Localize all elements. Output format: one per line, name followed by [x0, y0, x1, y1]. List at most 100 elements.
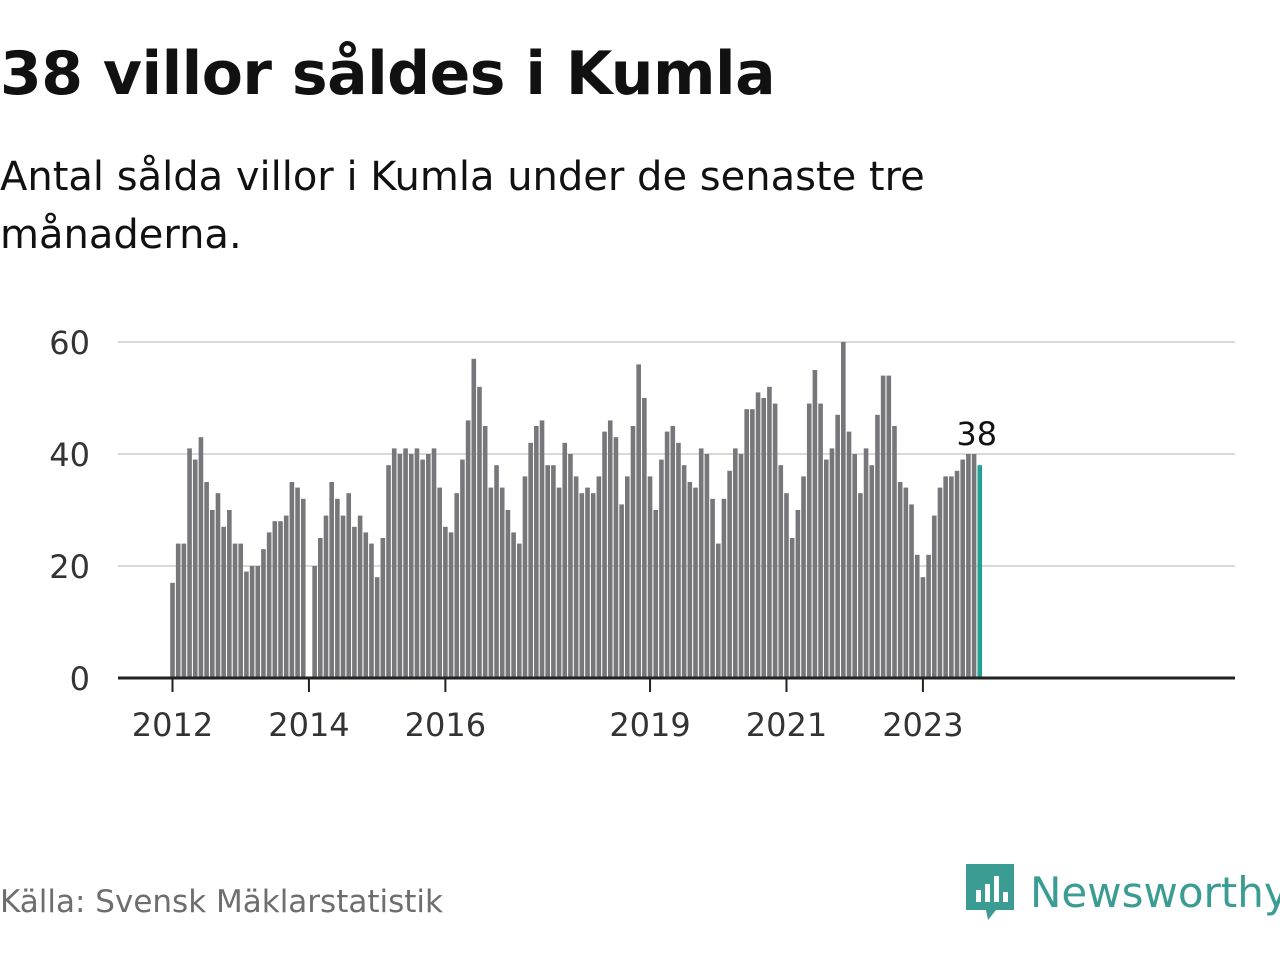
- bar: [721, 498, 727, 678]
- bar: [272, 521, 278, 678]
- bar: [374, 577, 380, 678]
- bar: [221, 526, 226, 678]
- bar: [346, 493, 352, 678]
- bar: [403, 448, 408, 678]
- bar: [278, 521, 283, 678]
- bar: [516, 543, 522, 678]
- bar: [443, 526, 448, 678]
- bar: [772, 403, 778, 678]
- bar: [397, 454, 403, 678]
- bar: [920, 577, 926, 678]
- source-note: Källa: Svensk Mäklarstatistik: [0, 884, 443, 920]
- bar: [733, 448, 738, 678]
- bar: [295, 487, 300, 678]
- bar: [943, 476, 948, 678]
- chart-subtitle: Antal sålda villor i Kumla under de sena…: [0, 154, 925, 258]
- bar: [209, 510, 215, 678]
- bar: [926, 554, 931, 678]
- y-tick-label: 20: [49, 548, 90, 586]
- bar: [835, 414, 840, 678]
- bar: [698, 448, 704, 678]
- bar: [852, 454, 857, 678]
- bar: [693, 487, 698, 678]
- bar: [704, 454, 710, 678]
- bar: [312, 566, 317, 678]
- bar: [283, 515, 289, 678]
- bar: [966, 454, 971, 678]
- bar: [659, 459, 664, 678]
- brand-logo[interactable]: Newsworthy: [964, 862, 1280, 922]
- bar: [460, 459, 465, 678]
- bar: [607, 420, 613, 678]
- bar: [198, 437, 204, 678]
- bar: [255, 566, 261, 678]
- bar: [647, 476, 653, 678]
- bar: [505, 510, 511, 678]
- bar: [238, 543, 244, 678]
- bar: [823, 459, 829, 678]
- bar: [909, 504, 914, 678]
- chart-title: 38 villor såldes i Kumla: [0, 39, 776, 109]
- bar: [369, 543, 374, 678]
- bar: [841, 342, 846, 678]
- bar: [318, 538, 323, 678]
- bar: [954, 470, 960, 678]
- bar: [886, 375, 892, 678]
- bar: [738, 454, 744, 678]
- highlight-bar: [977, 465, 983, 678]
- bar: [454, 493, 460, 678]
- bar: [482, 426, 488, 678]
- bar: [357, 515, 363, 678]
- bar: [636, 364, 641, 678]
- bar: [818, 403, 823, 678]
- highlight-data-label: 38: [956, 415, 997, 453]
- x-tick-label: 2016: [405, 706, 486, 744]
- bar: [829, 448, 835, 678]
- bar: [431, 448, 437, 678]
- bar: [408, 454, 414, 678]
- bar: [499, 487, 505, 678]
- y-tick-label: 0: [70, 660, 90, 698]
- bar: [949, 476, 954, 678]
- bar: [846, 431, 852, 678]
- bar: [602, 431, 607, 678]
- bar: [244, 571, 249, 678]
- bar: [744, 409, 749, 678]
- bar: [420, 459, 425, 678]
- bar: [761, 398, 767, 678]
- bar: [471, 358, 477, 678]
- bar: [903, 487, 909, 678]
- bar: [676, 442, 681, 678]
- bar: [789, 538, 795, 678]
- bar: [573, 476, 579, 678]
- bar: [335, 498, 340, 678]
- bar: [363, 532, 369, 678]
- x-tick-label: 2019: [609, 706, 690, 744]
- bar: [249, 566, 255, 678]
- bar: [215, 493, 221, 678]
- bar: [511, 532, 516, 678]
- bar: [585, 487, 590, 678]
- bar: [545, 465, 551, 678]
- bar: [681, 465, 687, 678]
- bar: [664, 431, 670, 678]
- bar: [784, 493, 789, 678]
- bar: [448, 532, 454, 678]
- bar: [300, 498, 306, 678]
- y-tick-label: 60: [49, 324, 90, 362]
- bar: [778, 465, 784, 678]
- bar: [539, 420, 545, 678]
- bar: [562, 442, 568, 678]
- bar: [875, 414, 880, 678]
- bar: [710, 498, 715, 678]
- bar: [181, 543, 187, 678]
- bar: [556, 487, 562, 678]
- bar: [960, 459, 966, 678]
- bar: [426, 454, 431, 678]
- bar: [380, 538, 386, 678]
- bar: [187, 448, 192, 678]
- bar: [937, 487, 943, 678]
- bar: [227, 510, 232, 678]
- bar: [204, 482, 209, 678]
- bar: [812, 370, 818, 678]
